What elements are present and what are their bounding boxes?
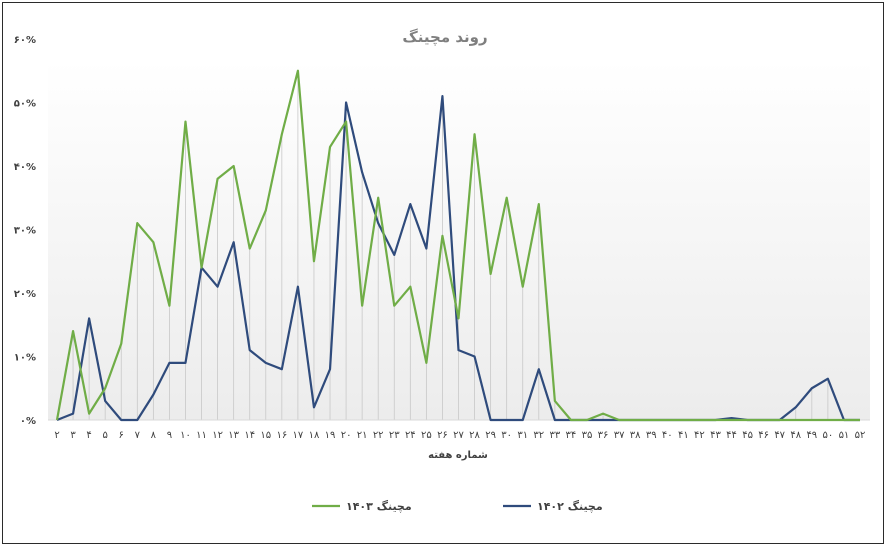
- x-tick-label: ۱۳: [228, 430, 239, 441]
- series-line: [55, 69, 860, 422]
- x-tick-label: ۵: [102, 430, 107, 441]
- x-tick-label: ۱۴: [244, 430, 255, 441]
- y-tick-label: ۲۰%: [14, 289, 36, 300]
- x-tick-label: ۱۹: [325, 430, 336, 441]
- x-tick-label: ۱۵: [260, 430, 271, 441]
- x-tick-label: ۲۶: [437, 430, 448, 441]
- x-tick-label: ۲۳: [389, 430, 400, 441]
- x-tick-label: ۴: [86, 430, 91, 441]
- x-tick-label: ۲۲: [373, 430, 384, 441]
- x-tick-label: ۲۱: [357, 430, 368, 441]
- x-tick-label: ۱۶: [276, 430, 287, 441]
- x-tick-label: ۱۷: [293, 430, 304, 441]
- series-lines: [55, 69, 860, 422]
- x-tick-label: ۳۶: [598, 430, 609, 441]
- x-tick-label: ۴۶: [758, 430, 769, 441]
- x-tick-label: ۳۲: [533, 430, 544, 441]
- x-tick-label: ۵۱: [839, 430, 850, 441]
- y-tick-label: ۴۰%: [14, 162, 36, 173]
- x-tick-label: ۳۴: [566, 430, 577, 441]
- x-tick-label: ۲: [54, 430, 59, 441]
- y-tick-label: ۵۰%: [14, 99, 36, 110]
- x-tick-label: ۳۹: [646, 430, 657, 441]
- x-tick-label: ۴۱: [678, 430, 689, 441]
- x-axis-label: شماره هفته: [428, 450, 488, 461]
- x-axis: ۲ ۳ ۴ ۵ ۶ ۷ ۸ ۹ ۱۰ ۱۱ ۱۲ ۱۳ ۱۴ ۱۵ ۱۶ ۱۷ ۱۸ ۱۹ ۲۰ ۲۱ ۲۲ ۲۳ ۲۴ ۲۵…: [54, 430, 865, 441]
- x-tick-label: ۴۳: [710, 430, 721, 441]
- x-tick-label: ۹: [167, 430, 172, 441]
- y-tick-label: ۰%: [20, 416, 36, 427]
- x-tick-label: ۶: [119, 430, 124, 441]
- x-tick-label: ۳۷: [614, 430, 625, 441]
- x-tick-label: ۲۸: [469, 430, 480, 441]
- x-tick-label: ۴۸: [790, 430, 801, 441]
- y-tick-label: ۶۰%: [14, 35, 36, 46]
- x-tick-label: ۲۵: [421, 430, 432, 441]
- x-tick-label: ۱۲: [212, 430, 223, 441]
- legend-label: مچینگ ۱۴۰۲: [537, 499, 603, 513]
- x-tick-label: ۱۱: [196, 430, 207, 441]
- x-tick-label: ۴۹: [806, 430, 817, 441]
- chart-title: روند مچینگ: [402, 28, 487, 47]
- x-tick-label: ۵۰: [823, 430, 834, 441]
- legend: مچینگ ۱۴۰۳ مچینگ ۱۴۰۲: [312, 499, 603, 513]
- x-tick-label: ۱۸: [309, 430, 320, 441]
- x-tick-label: ۵۲: [855, 430, 866, 441]
- x-tick-label: ۴۷: [774, 430, 785, 441]
- x-tick-label: ۳۳: [549, 430, 560, 441]
- x-tick-label: ۱۰: [180, 430, 191, 441]
- series-line: [56, 95, 860, 422]
- x-tick-label: ۳: [70, 430, 76, 441]
- x-tick-label: ۲۷: [453, 430, 464, 441]
- x-tick-label: ۴۰: [662, 430, 673, 441]
- x-tick-label: ۳۰: [501, 430, 512, 441]
- x-tick-label: ۸: [151, 430, 157, 441]
- x-tick-label: ۴۵: [742, 430, 753, 441]
- x-tick-label: ۳۱: [517, 430, 528, 441]
- y-axis: ۰% ۱۰% ۲۰% ۳۰% ۴۰% ۵۰% ۶۰%: [14, 35, 36, 427]
- x-tick-label: ۳۸: [630, 430, 641, 441]
- y-tick-label: ۱۰%: [14, 353, 36, 364]
- x-tick-label: ۲۴: [405, 430, 416, 441]
- x-tick-label: ۴۴: [726, 430, 737, 441]
- legend-label: مچینگ ۱۴۰۳: [346, 499, 412, 513]
- y-tick-label: ۳۰%: [14, 226, 36, 237]
- x-tick-label: ۳۵: [582, 430, 593, 441]
- x-tick-label: ۴۲: [694, 430, 705, 441]
- plot-area: [48, 60, 870, 420]
- x-tick-label: ۷: [135, 430, 141, 441]
- x-tick-label: ۲۰: [341, 430, 352, 441]
- x-tick-label: ۲۹: [485, 430, 496, 441]
